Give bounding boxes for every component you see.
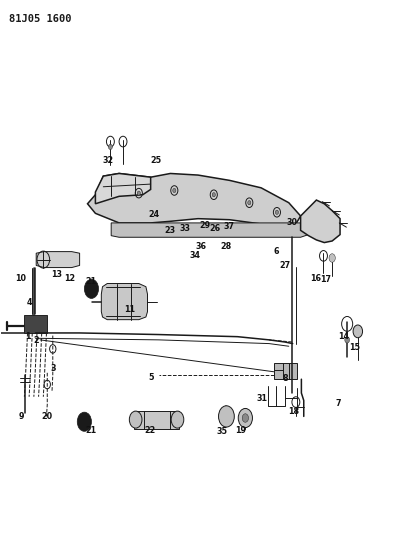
Polygon shape: [301, 200, 340, 243]
Circle shape: [171, 411, 184, 428]
Polygon shape: [25, 316, 47, 333]
Text: 34: 34: [189, 252, 200, 260]
Text: 25: 25: [150, 156, 161, 165]
Text: 28: 28: [221, 242, 232, 251]
Circle shape: [275, 210, 278, 214]
Text: 36: 36: [196, 242, 207, 251]
Circle shape: [219, 406, 234, 427]
Circle shape: [173, 188, 176, 192]
Circle shape: [109, 144, 112, 150]
Text: 81J05 1600: 81J05 1600: [9, 14, 71, 24]
Text: 14: 14: [338, 332, 349, 341]
Polygon shape: [36, 252, 80, 268]
Polygon shape: [88, 173, 301, 229]
Circle shape: [248, 200, 251, 205]
Text: 7: 7: [336, 399, 341, 408]
Text: 20: 20: [42, 412, 53, 421]
Text: 37: 37: [223, 222, 234, 231]
Polygon shape: [95, 173, 150, 204]
Text: 30: 30: [286, 219, 297, 228]
Text: 3: 3: [50, 364, 55, 373]
Text: 9: 9: [19, 412, 24, 421]
Text: 18: 18: [288, 407, 299, 416]
Text: 29: 29: [200, 221, 211, 230]
Text: 12: 12: [64, 273, 75, 282]
Circle shape: [238, 408, 253, 427]
Text: 13: 13: [51, 270, 62, 279]
Text: 8: 8: [282, 374, 287, 383]
Text: 2: 2: [33, 336, 39, 345]
Text: 22: 22: [144, 426, 156, 435]
Text: 35: 35: [217, 427, 228, 436]
Circle shape: [84, 279, 99, 298]
Circle shape: [353, 325, 363, 338]
Text: 21: 21: [85, 426, 96, 435]
Circle shape: [129, 411, 142, 428]
Polygon shape: [134, 411, 179, 429]
Circle shape: [345, 337, 350, 343]
Circle shape: [212, 192, 215, 197]
Text: 11: 11: [125, 304, 135, 313]
Circle shape: [242, 414, 249, 422]
Polygon shape: [111, 223, 308, 237]
Text: 21: 21: [85, 277, 96, 286]
Text: 33: 33: [180, 224, 191, 233]
Text: 26: 26: [209, 224, 220, 233]
Text: 32: 32: [103, 156, 114, 165]
Text: 1: 1: [25, 332, 30, 341]
Text: 10: 10: [15, 273, 26, 282]
Text: 4: 4: [27, 298, 32, 307]
Text: 19: 19: [235, 426, 246, 435]
Circle shape: [329, 254, 335, 262]
Text: 23: 23: [164, 226, 175, 235]
Text: 27: 27: [279, 261, 290, 270]
Polygon shape: [101, 284, 147, 320]
Circle shape: [77, 412, 91, 431]
Text: 24: 24: [148, 210, 159, 219]
Text: 31: 31: [257, 394, 267, 403]
Circle shape: [137, 191, 141, 195]
Text: 5: 5: [148, 373, 154, 382]
Text: 16: 16: [310, 273, 321, 282]
Text: 15: 15: [349, 343, 360, 352]
Text: 17: 17: [320, 275, 331, 284]
Polygon shape: [274, 364, 297, 379]
Text: 6: 6: [273, 247, 279, 256]
